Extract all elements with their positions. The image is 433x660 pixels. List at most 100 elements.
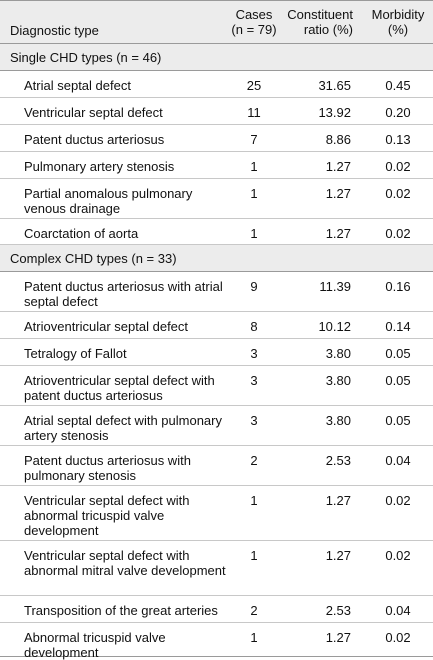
cell-diagnostic-type-text: Ventricular septal defect with abnormal …: [24, 548, 226, 578]
cell-diagnostic-type: Patent ductus arteriosus with pulmonary …: [0, 446, 230, 485]
table-row: Tetralogy of Fallot 3 3.80 0.05: [0, 339, 433, 366]
cell-morbidity-text: 0.14: [385, 319, 411, 334]
cell-morbidity: 0.02: [363, 541, 433, 595]
cell-morbidity-text: 0.04: [385, 453, 411, 468]
cell-diagnostic-type-text: Patent ductus arteriosus: [24, 132, 165, 147]
cell-constituent-ratio: 3.80: [278, 366, 363, 405]
cell-diagnostic-type-text: Atrioventricular septal defect: [24, 319, 189, 334]
cell-constituent-ratio-text: 13.92: [318, 105, 351, 120]
cell-constituent-ratio: 11.39: [278, 272, 363, 311]
cell-morbidity-text: 0.13: [385, 132, 411, 147]
cell-morbidity-text: 0.04: [385, 603, 411, 618]
cell-cases: 1: [230, 152, 278, 178]
cell-morbidity-text: 0.02: [385, 493, 411, 508]
cell-diagnostic-type: Ventricular septal defect with abnormal …: [0, 486, 230, 540]
cell-diagnostic-type-text: Tetralogy of Fallot: [24, 346, 127, 361]
cell-cases-text: 2: [250, 603, 258, 618]
group-header: Single CHD types (n = 46): [0, 44, 433, 71]
cell-morbidity-text: 0.02: [385, 226, 411, 241]
cell-morbidity-text: 0.16: [385, 279, 411, 294]
cell-diagnostic-type: Tetralogy of Fallot: [0, 339, 230, 365]
cell-morbidity: 0.13: [363, 125, 433, 151]
cell-diagnostic-type: Atrial septal defect: [0, 71, 230, 97]
cell-diagnostic-type: Patent ductus arteriosus: [0, 125, 230, 151]
cell-constituent-ratio: 13.92: [278, 98, 363, 124]
cell-cases: 1: [230, 486, 278, 540]
cell-constituent-ratio-text: 1.27: [325, 548, 351, 563]
table-header: Diagnostic type Cases (n = 79) Constituen…: [0, 0, 433, 44]
cell-diagnostic-type: Atrial septal defect with pulmonary arte…: [0, 406, 230, 445]
cell-cases-text: 7: [250, 132, 258, 147]
cell-diagnostic-type-text: Ventricular septal defect with abnormal …: [24, 493, 190, 538]
header-diagnostic-type: Diagnostic type: [10, 23, 99, 38]
table-row: Atrioventricular septal defect 8 10.12 0.14: [0, 312, 433, 339]
cell-constituent-ratio: 1.27: [278, 179, 363, 218]
cell-constituent-ratio: 3.80: [278, 339, 363, 365]
table-row: Atrial septal defect with pulmonary arte…: [0, 406, 433, 446]
header-cases: Cases (n = 79): [231, 7, 277, 37]
cell-cases-text: 11: [247, 105, 261, 120]
cell-diagnostic-type: Ventricular septal defect with abnormal …: [0, 541, 230, 595]
cell-constituent-ratio: 3.80: [278, 406, 363, 445]
cell-cases: 1: [230, 219, 278, 244]
table-row: Atrial septal defect 25 31.65 0.45: [0, 71, 433, 98]
cell-constituent-ratio-text: 3.80: [325, 413, 351, 428]
cell-constituent-ratio-text: 1.27: [325, 159, 351, 174]
cell-diagnostic-type: Transposition of the great arteries: [0, 596, 230, 622]
cell-constituent-ratio-text: 2.53: [325, 603, 351, 618]
cell-constituent-ratio-text: 1.27: [325, 226, 351, 241]
cell-morbidity: 0.14: [363, 312, 433, 338]
cell-cases-text: 1: [250, 186, 258, 201]
cell-morbidity: 0.04: [363, 596, 433, 622]
cell-cases-text: 8: [250, 319, 258, 334]
cell-diagnostic-type: Abnormal tricuspid valve development: [0, 623, 230, 660]
cell-constituent-ratio: 2.53: [278, 596, 363, 622]
cell-diagnostic-type: Partial anomalous pulmonary venous drain…: [0, 179, 230, 218]
cell-diagnostic-type-text: Partial anomalous pulmonary venous drain…: [24, 186, 193, 216]
table-row: Patent ductus arteriosus with pulmonary …: [0, 446, 433, 486]
cell-constituent-ratio: 10.12: [278, 312, 363, 338]
cell-cases-text: 1: [250, 159, 258, 174]
cell-constituent-ratio-text: 31.65: [318, 78, 351, 93]
cell-morbidity: 0.16: [363, 272, 433, 311]
table-row: Ventricular septal defect with abnormal …: [0, 541, 433, 596]
table-row: Patent ductus arteriosus with atrial sep…: [0, 272, 433, 312]
cell-diagnostic-type: Coarctation of aorta: [0, 219, 230, 244]
cell-morbidity-text: 0.05: [385, 413, 411, 428]
header-morbidity: Morbidity (%): [371, 7, 425, 37]
cell-constituent-ratio-text: 2.53: [325, 453, 351, 468]
cell-diagnostic-type-text: Patent ductus arteriosus with atrial sep…: [24, 279, 223, 309]
cell-cases: 3: [230, 366, 278, 405]
cell-cases-text: 1: [250, 548, 258, 563]
cell-constituent-ratio: 2.53: [278, 446, 363, 485]
cell-constituent-ratio: 1.27: [278, 541, 363, 595]
cell-cases: 3: [230, 339, 278, 365]
cell-morbidity-text: 0.20: [385, 105, 411, 120]
cell-diagnostic-type-text: Pulmonary artery stenosis: [24, 159, 175, 174]
cell-constituent-ratio-text: 8.86: [325, 132, 351, 147]
cell-cases-text: 3: [250, 373, 258, 388]
cell-morbidity-text: 0.02: [385, 159, 411, 174]
cell-constituent-ratio-text: 1.27: [325, 493, 351, 508]
cell-cases-text: 9: [250, 279, 258, 294]
cell-cases-text: 1: [250, 226, 258, 241]
cell-cases: 2: [230, 596, 278, 622]
cell-constituent-ratio: 1.27: [278, 219, 363, 244]
cell-diagnostic-type-text: Abnormal tricuspid valve development: [24, 630, 166, 660]
cell-constituent-ratio-text: 1.27: [325, 630, 351, 645]
table-row: Partial anomalous pulmonary venous drain…: [0, 179, 433, 219]
cell-diagnostic-type-text: Ventricular septal defect: [24, 105, 163, 120]
cell-morbidity: 0.02: [363, 623, 433, 656]
cell-diagnostic-type: Pulmonary artery stenosis: [0, 152, 230, 178]
cell-morbidity-text: 0.02: [385, 548, 411, 563]
cell-diagnostic-type-text: Patent ductus arteriosus with pulmonary …: [24, 453, 191, 483]
cell-morbidity-text: 0.02: [385, 186, 411, 201]
cell-morbidity-text: 0.05: [385, 373, 411, 388]
cell-cases-text: 2: [250, 453, 258, 468]
cell-constituent-ratio-text: 3.80: [325, 373, 351, 388]
cell-constituent-ratio-text: 11.39: [319, 279, 351, 294]
cell-cases: 25: [230, 71, 278, 97]
cell-morbidity-text: 0.02: [385, 630, 411, 645]
cell-diagnostic-type: Ventricular septal defect: [0, 98, 230, 124]
